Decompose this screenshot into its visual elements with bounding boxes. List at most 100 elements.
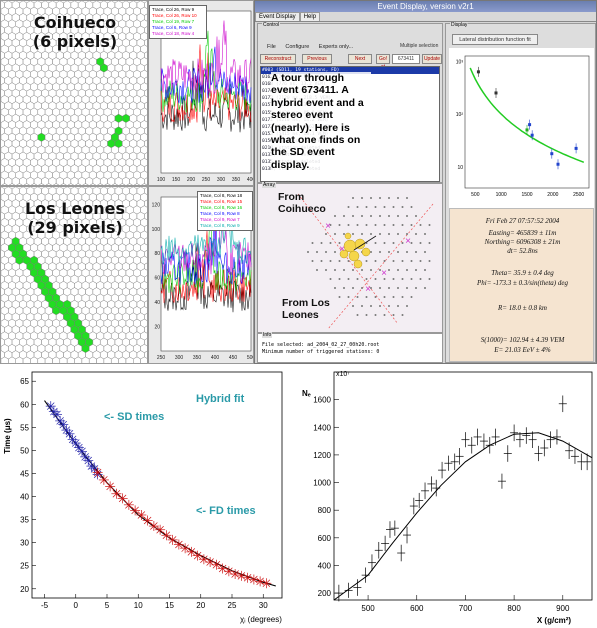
star-stroke — [131, 506, 139, 515]
sd-station — [370, 251, 372, 253]
sd-time-point — [83, 455, 94, 466]
camera-pixel — [82, 183, 89, 185]
camera-pixel — [144, 51, 147, 60]
fd-time-point — [248, 574, 259, 585]
update-button[interactable]: Update — [422, 54, 442, 64]
star-stroke — [193, 551, 202, 560]
reconstructed-core-mark: × — [339, 244, 345, 255]
sd-station — [361, 233, 363, 235]
camera-pixel — [144, 139, 147, 148]
info-line-1: File selected: ad_2004_02_27_00h20.root — [262, 342, 380, 348]
star-stroke — [100, 476, 108, 484]
sd-station — [356, 278, 359, 280]
info-label: Info — [262, 332, 273, 338]
profile-x-tick: 800 — [507, 604, 521, 613]
go-button[interactable]: Go! at — [376, 54, 390, 70]
profile-data-point — [467, 436, 476, 454]
sd-station — [397, 305, 399, 307]
star-stroke — [137, 511, 146, 519]
sd-station — [383, 224, 386, 226]
timing-y-tick: 45 — [20, 469, 29, 478]
sd-station — [415, 215, 417, 217]
reconstructed-core-mark: × — [325, 221, 331, 232]
sd-time-point — [73, 442, 84, 453]
camera-pixel — [119, 183, 126, 185]
camera-pixel — [144, 325, 147, 334]
profile-data-point — [385, 521, 394, 538]
sd-station — [320, 260, 323, 262]
sd-time-point — [77, 446, 87, 457]
fd-view-line — [327, 203, 434, 330]
fd-time-point — [211, 559, 222, 570]
los-leones-pixel-count: (29 pixels) — [27, 218, 123, 237]
los-leones-camera-panel: Los Leones (29 pixels) — [0, 186, 148, 364]
star-stroke — [243, 573, 252, 582]
reconstruct-button[interactable]: Reconstruct — [260, 54, 296, 64]
surface-detector-array: × × × × × — [297, 193, 434, 330]
fit-date: Fri Feb 27 07:57:52 2004 — [485, 217, 560, 225]
los-leones-name: Los Leones — [24, 199, 126, 218]
previous-button[interactable]: Previous — [302, 54, 332, 64]
timing-x-tick: 25 — [228, 601, 237, 610]
camera-pixel — [60, 183, 67, 185]
sd-station — [388, 269, 390, 271]
ldf-point — [574, 146, 578, 150]
star-stroke — [150, 522, 158, 530]
star-stroke — [118, 494, 127, 503]
camera-pixel — [141, 183, 147, 185]
trace-y-tick: 80 — [154, 251, 160, 257]
sd-time-point — [52, 409, 62, 420]
camera-pixel — [111, 183, 118, 185]
camera-pixel — [1, 183, 8, 185]
legend-entry: Trace, Col 9, Row 7 — [200, 217, 240, 222]
trace-plot-2: 250 300 350 400 450 500 20 40 60 80 100 120 Trace, … — [148, 186, 254, 364]
menu-file[interactable]: File — [267, 44, 276, 50]
sd-station — [329, 242, 332, 244]
tab-help[interactable]: Help — [299, 12, 321, 21]
sd-station — [415, 233, 417, 235]
camera-pixel — [126, 183, 133, 185]
profile-y-scale: x10⁷ — [336, 371, 350, 378]
profile-data-point — [397, 544, 406, 562]
ldf-fit-button[interactable]: Lateral distribution function fit — [452, 34, 538, 45]
sd-station — [406, 215, 408, 217]
sd-station — [356, 296, 359, 298]
profile-data-point — [479, 433, 488, 449]
menu-configure[interactable]: Configure — [285, 44, 310, 50]
star-stroke — [53, 410, 61, 419]
trace-line — [160, 198, 252, 267]
event-id-input[interactable]: 673411 — [392, 54, 420, 64]
sd-station — [397, 287, 399, 289]
reconstructed-core-mark: × — [365, 284, 371, 295]
event-list-item[interactable]: #003 (SD11, 19 stations, FD) — [261, 67, 439, 75]
triggered-station — [348, 250, 360, 262]
timing-x-tick: 5 — [105, 601, 110, 610]
sd-station — [379, 305, 381, 307]
profile-data-point — [374, 541, 383, 559]
star-stroke — [112, 490, 121, 498]
menu-experts[interactable]: Experts only... — [318, 44, 354, 50]
star-stroke — [212, 561, 221, 569]
next-button[interactable]: Next — [348, 54, 372, 64]
ldf-plot: 500 1000 1500 2000 2500 10³ 10² 10 — [449, 48, 594, 208]
sd-station — [410, 242, 413, 244]
ldf-point — [556, 162, 560, 166]
sd-station — [406, 251, 408, 253]
sd-station — [415, 251, 417, 253]
reconstructed-core-mark: × — [381, 268, 387, 279]
timing-x-tick: 20 — [196, 601, 205, 610]
camera-pixel — [144, 187, 147, 195]
fit-s1000: S(1000)= 102.94 ± 4.39 VEM — [480, 336, 565, 344]
sd-station — [307, 251, 309, 253]
sd-station — [401, 278, 404, 280]
ldf-point — [525, 128, 529, 132]
tab-event-display[interactable]: Event Display — [255, 12, 300, 21]
timing-x-tick: 15 — [165, 601, 174, 610]
los-leones-caption: Los Leones (29 pixels) — [17, 199, 133, 237]
sd-station — [338, 296, 341, 298]
camera-pixel — [140, 356, 147, 363]
trace-x-tick: 300 — [217, 177, 226, 183]
sd-time-point — [58, 419, 69, 430]
profile-data-point — [558, 395, 567, 413]
sd-station — [361, 215, 363, 217]
